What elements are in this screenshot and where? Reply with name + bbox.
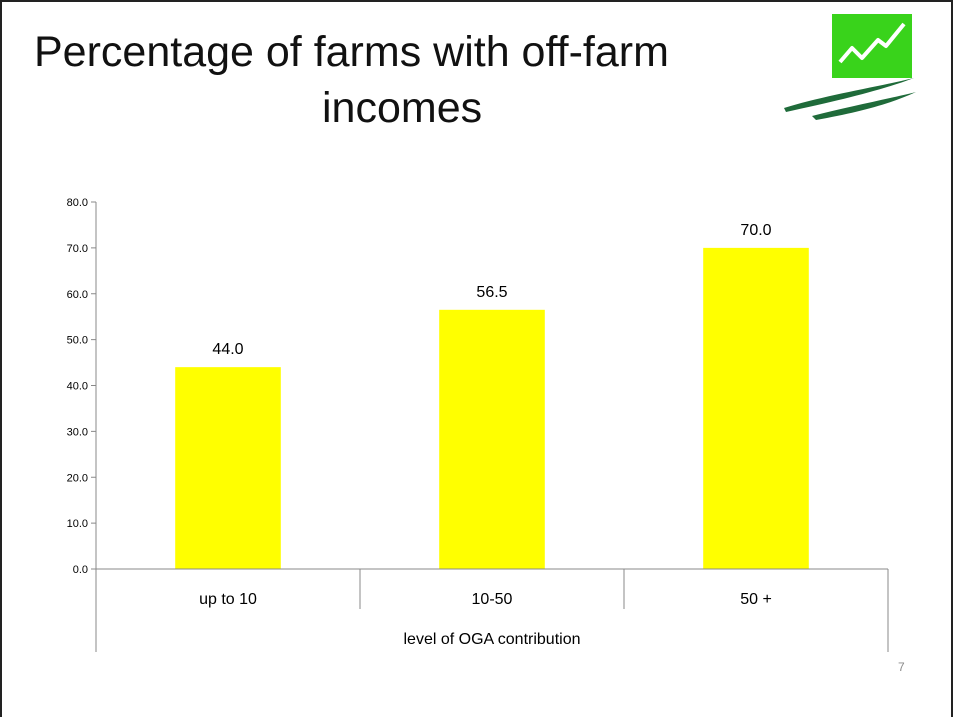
- x-axis: up to 10 10-50 50 +: [95, 568, 889, 652]
- title-line-2: incomes: [322, 84, 483, 132]
- y-ticks: 0.0 10.0 20.0 30.0 40.0 50.0 60.0 70.0 80.0: [67, 197, 96, 576]
- y-tick-label: 10.0: [67, 518, 88, 530]
- bar: [175, 367, 281, 569]
- y-tick-label: 20.0: [67, 472, 88, 484]
- slide-title: Percentage of farms with off-farm income…: [32, 24, 812, 136]
- y-tick-label: 80.0: [67, 197, 88, 209]
- category-label: 50 +: [740, 591, 772, 608]
- y-tick-label: 50.0: [67, 335, 88, 347]
- y-tick-label: 0.0: [73, 564, 88, 576]
- logo-swoosh-2: [812, 92, 916, 120]
- y-tick-label: 60.0: [67, 289, 88, 301]
- y-tick-label: 30.0: [67, 426, 88, 438]
- y-tick-label: 40.0: [67, 381, 88, 393]
- bar: [439, 309, 545, 569]
- bars: 44.0 56.5 70.0: [175, 222, 809, 569]
- data-label: 44.0: [212, 341, 243, 358]
- logo-swoosh-1: [784, 78, 914, 112]
- category-label: 10-50: [472, 591, 513, 608]
- y-tick-label: 70.0: [67, 243, 88, 255]
- green-chart-arrow-logo-icon: [784, 14, 916, 120]
- logo-line: [838, 22, 906, 64]
- x-axis-title: level of OGA contribution: [404, 631, 581, 648]
- data-label: 56.5: [476, 284, 507, 301]
- bar: [703, 247, 809, 569]
- category-label: up to 10: [199, 591, 257, 608]
- slide-number: 7: [898, 660, 905, 674]
- title-line-1: Percentage of farms with off-farm: [34, 28, 669, 76]
- data-label: 70.0: [740, 222, 771, 239]
